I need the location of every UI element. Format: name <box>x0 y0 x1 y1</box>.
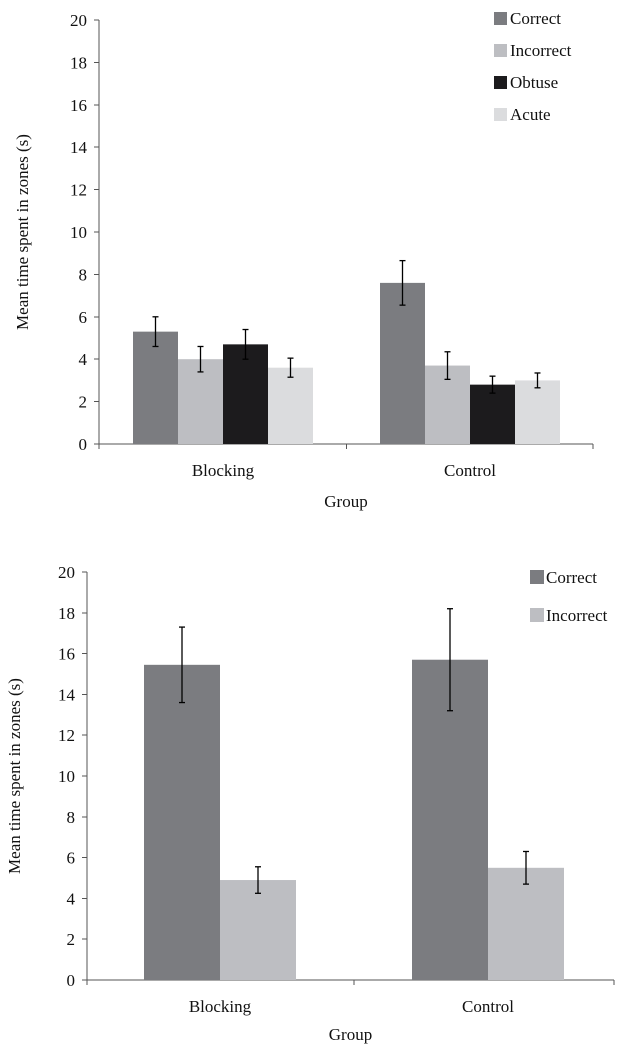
bar-correct-control <box>412 659 488 980</box>
x-category-label: Control <box>444 461 496 480</box>
y-axis-title: Mean time spent in zones (s) <box>13 134 32 330</box>
legend-swatch <box>530 608 544 622</box>
y-tick-label: 4 <box>79 350 88 369</box>
y-tick-label: 16 <box>58 645 75 664</box>
x-category-label: Blocking <box>189 997 252 1016</box>
y-tick-label: 0 <box>79 435 88 454</box>
y-tick-label: 12 <box>70 181 87 200</box>
y-tick-label: 10 <box>70 223 87 242</box>
y-tick-label: 18 <box>70 53 87 72</box>
y-tick-label: 8 <box>67 808 76 827</box>
y-tick-label: 2 <box>79 393 88 412</box>
y-tick-label: 20 <box>70 11 87 30</box>
y-axis-title: Mean time spent in zones (s) <box>5 678 24 874</box>
legend-swatch <box>494 44 507 57</box>
bar-correct-control <box>380 282 425 444</box>
legend-label: Acute <box>510 105 551 124</box>
bar-obtuse-control <box>470 384 515 444</box>
bar-acute-control <box>515 380 560 444</box>
legend-label: Obtuse <box>510 73 558 92</box>
y-tick-label: 6 <box>67 849 76 868</box>
y-tick-label: 10 <box>58 767 75 786</box>
x-axis-title: Group <box>329 1025 372 1044</box>
legend-label: Correct <box>546 568 597 587</box>
x-category-label: Control <box>462 997 514 1016</box>
y-tick-label: 2 <box>67 930 76 949</box>
chart-bottom-two-zones: 0 2 4 6 8 10 12 14 16 18 20 Blocking Control Group Mea… <box>5 563 615 1044</box>
legend-label: Incorrect <box>510 41 572 60</box>
y-tick-label: 14 <box>70 138 88 157</box>
y-tick-label: 18 <box>58 604 75 623</box>
x-axis-title: Group <box>324 492 367 511</box>
y-tick-label: 6 <box>79 308 88 327</box>
y-tick-label: 12 <box>58 726 75 745</box>
bar-correct-blocking <box>144 664 220 980</box>
bar-incorrect-control <box>488 867 564 980</box>
legend-swatch <box>494 12 507 25</box>
y-tick-label: 0 <box>67 971 76 990</box>
legend-label: Correct <box>510 9 561 28</box>
legend-swatch <box>530 570 544 584</box>
y-tick-label: 16 <box>70 96 87 115</box>
bar-correct-blocking <box>133 331 178 444</box>
y-tick-label: 4 <box>67 889 76 908</box>
x-category-label: Blocking <box>192 461 255 480</box>
bar-acute-blocking <box>268 367 313 444</box>
bar-incorrect-blocking <box>178 359 223 444</box>
legend-swatch <box>494 76 507 89</box>
legend-swatch <box>494 108 507 121</box>
y-tick-label: 14 <box>58 685 76 704</box>
y-tick-label: 8 <box>79 265 88 284</box>
bar-incorrect-blocking <box>220 880 296 980</box>
chart-top-four-zones: 0 2 4 6 8 10 12 14 16 18 20 Blocking Control Group Mea… <box>13 9 594 511</box>
y-tick-label: 20 <box>58 563 75 582</box>
bar-obtuse-blocking <box>223 344 268 444</box>
legend-label: Incorrect <box>546 606 608 625</box>
